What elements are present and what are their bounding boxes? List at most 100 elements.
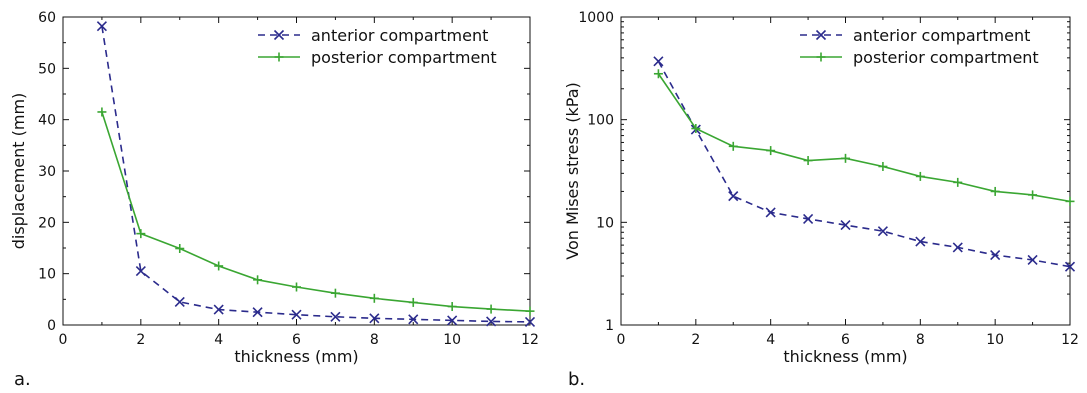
- y-tick-label: 20: [38, 215, 56, 231]
- series-line: [101, 111, 531, 312]
- panel-label: b.: [568, 369, 585, 390]
- data-point: [878, 161, 888, 171]
- series-line: [657, 73, 1071, 203]
- y-tick-label: 60: [38, 10, 56, 26]
- y-tick-label: 0: [47, 318, 56, 334]
- data-point: [877, 226, 888, 237]
- data-point: [369, 293, 379, 303]
- legend-marker: [816, 52, 826, 62]
- data-point: [330, 311, 341, 322]
- series-anterior-compartment: [96, 21, 536, 327]
- series-anterior-compartment: [653, 56, 1076, 272]
- data-point: [765, 207, 776, 218]
- legend-marker: [815, 29, 827, 41]
- y-tick-label: 40: [38, 113, 56, 129]
- y-tick-label: 50: [38, 61, 56, 77]
- data-point: [1065, 196, 1075, 206]
- data-point: [728, 141, 738, 151]
- x-axis-label: thickness (mm): [234, 347, 358, 366]
- series-line: [101, 26, 531, 323]
- data-point: [841, 153, 850, 163]
- data-point: [525, 306, 535, 316]
- data-point: [840, 220, 851, 231]
- data-point: [803, 156, 813, 166]
- data-point: [524, 316, 536, 327]
- x-tick-label: 2: [136, 332, 145, 348]
- x-tick-label: 12: [1061, 332, 1079, 348]
- legend-label: posterior compartment: [853, 48, 1039, 67]
- x-tick-label: 10: [443, 332, 461, 348]
- data-point: [408, 297, 418, 307]
- data-point: [803, 213, 814, 224]
- data-point: [953, 177, 963, 187]
- data-point: [330, 288, 340, 298]
- x-tick-label: 8: [370, 332, 379, 348]
- data-point: [990, 249, 1001, 261]
- data-point: [915, 236, 926, 247]
- data-point: [292, 282, 301, 292]
- legend-marker: [273, 29, 285, 41]
- data-point: [213, 304, 224, 315]
- data-point: [952, 242, 963, 253]
- data-point: [253, 275, 263, 285]
- data-point: [653, 56, 664, 67]
- x-axis-label: thickness (mm): [783, 347, 907, 366]
- data-point: [990, 186, 1000, 196]
- series-posterior-compartment: [97, 107, 535, 316]
- x-tick-label: 0: [617, 332, 626, 348]
- legend-marker: [274, 52, 284, 62]
- y-tick-label: 1000: [578, 10, 614, 26]
- y-tick-label: 1: [605, 318, 614, 334]
- data-point: [1028, 190, 1038, 200]
- x-tick-label: 0: [59, 332, 68, 348]
- legend-label: anterior compartment: [853, 26, 1030, 45]
- legend-entry: posterior compartment: [258, 48, 497, 67]
- data-point: [136, 229, 146, 239]
- data-point: [369, 313, 380, 324]
- legend-label: anterior compartment: [311, 26, 488, 45]
- data-point: [175, 244, 185, 254]
- data-point: [1027, 254, 1038, 266]
- data-point: [174, 296, 185, 307]
- series-line: [657, 60, 1071, 268]
- data-point: [447, 302, 457, 312]
- y-axis-label: Von Mises stress (kPa): [563, 82, 582, 260]
- x-tick-label: 6: [292, 332, 301, 348]
- data-point: [1064, 261, 1076, 272]
- x-tick-label: 8: [916, 332, 925, 348]
- series-posterior-compartment: [653, 69, 1075, 206]
- data-point: [214, 261, 224, 271]
- y-tick-label: 100: [587, 113, 614, 129]
- data-point: [135, 266, 146, 277]
- legend-label: posterior compartment: [311, 48, 497, 67]
- chart-panel-a: 0 2 4 6 8 10 12 0 10 20 30 40 50 60 thickness (mm) disp…: [9, 10, 539, 390]
- y-tick-label: 30: [38, 164, 56, 180]
- y-tick-label: 10: [596, 215, 614, 231]
- data-point: [691, 124, 701, 134]
- data-point: [408, 314, 419, 325]
- chart-panel-b: 0 2 4 6 8 10 12 1 10 100 1000 thickness (mm) Von Mis…: [563, 10, 1079, 390]
- data-point: [252, 307, 263, 318]
- x-tick-label: 4: [214, 332, 223, 348]
- data-point: [915, 171, 925, 181]
- x-tick-label: 4: [766, 332, 775, 348]
- x-tick-label: 6: [841, 332, 850, 348]
- data-point: [96, 21, 107, 32]
- data-point: [486, 316, 497, 327]
- data-point: [728, 191, 739, 202]
- data-point: [97, 107, 107, 117]
- legend-entry: posterior compartment: [800, 48, 1039, 67]
- data-point: [766, 146, 776, 156]
- y-tick-label: 10: [38, 267, 56, 283]
- data-point: [447, 315, 458, 326]
- data-point: [653, 69, 663, 79]
- x-tick-label: 10: [986, 332, 1004, 348]
- legend-entry: anterior compartment: [258, 26, 488, 45]
- panel-label: a.: [14, 369, 31, 390]
- data-point: [486, 304, 496, 314]
- x-tick-label: 2: [691, 332, 700, 348]
- legend-entry: anterior compartment: [800, 26, 1030, 45]
- y-axis-label: displacement (mm): [9, 93, 28, 250]
- x-tick-label: 12: [521, 332, 539, 348]
